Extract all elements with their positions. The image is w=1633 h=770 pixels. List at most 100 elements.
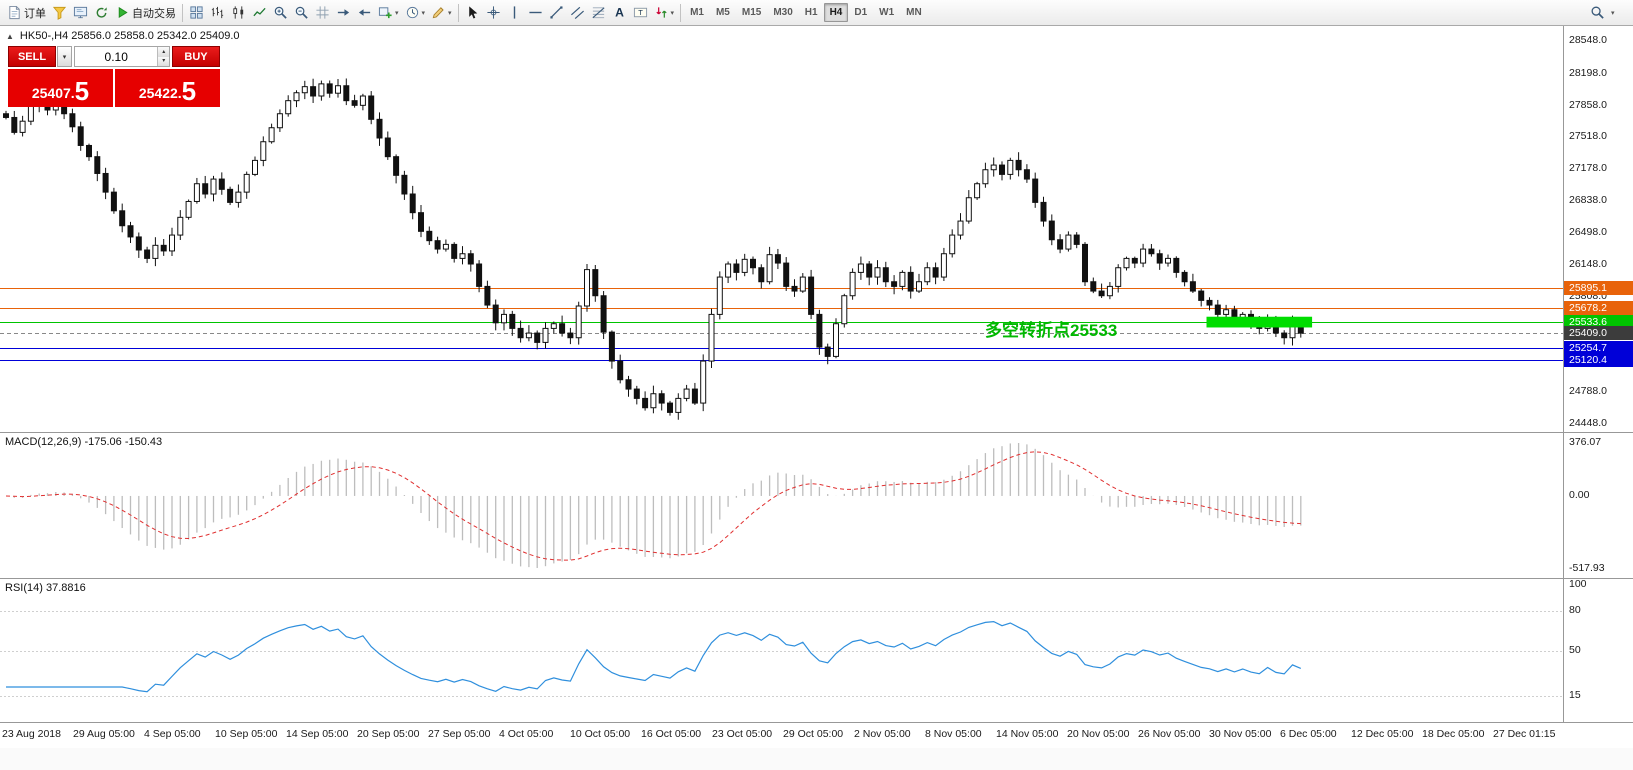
bottom-strip <box>0 748 1633 770</box>
collapse-trade-panel-button[interactable]: ▲ <box>6 31 14 41</box>
sell-button[interactable]: SELL <box>8 46 56 67</box>
chevron-down-icon: ▾ <box>421 9 426 17</box>
horizontal-line-button[interactable] <box>525 2 546 23</box>
periods-button[interactable]: ▾ <box>402 2 429 23</box>
indicators-button[interactable]: ▾ <box>375 2 402 23</box>
chart-shift-button[interactable] <box>354 2 375 23</box>
timeframe-h1-button[interactable]: H1 <box>799 3 824 22</box>
macd-signal-line <box>5 451 1301 561</box>
timeframe-h4-button[interactable]: H4 <box>823 3 849 22</box>
price-tick-label: 27178.0 <box>1569 162 1607 175</box>
time-label: 14 Nov 05:00 <box>996 728 1059 740</box>
crosshair-button[interactable] <box>483 2 504 23</box>
price-tick-label: 26498.0 <box>1569 225 1607 238</box>
timeframe-m15-button[interactable]: M15 <box>736 3 767 22</box>
text-label-button[interactable]: T <box>630 2 651 23</box>
text-button[interactable]: A <box>609 2 630 23</box>
sell-price-display[interactable]: 25407. 5 <box>8 69 113 107</box>
price-tick-label: 28198.0 <box>1569 66 1607 79</box>
resistance-line-2-tag: 25678.2 <box>1564 301 1633 316</box>
sell-price-main: 25407. <box>31 85 75 101</box>
price-tick-label: 27518.0 <box>1569 130 1607 143</box>
zoom-in-button[interactable] <box>270 2 291 23</box>
line-icon <box>252 5 267 20</box>
search-button[interactable] <box>1587 2 1608 23</box>
svg-text:A: A <box>615 6 624 20</box>
auto-scroll-button[interactable] <box>333 2 354 23</box>
templates-button[interactable]: ▾ <box>428 2 455 23</box>
buy-button[interactable]: BUY <box>172 46 220 67</box>
monitor-icon <box>73 5 88 20</box>
price-scale[interactable]: 28548.0 28198.0 27858.0 27518.0 27178.0 26838… <box>1563 26 1633 722</box>
pencil-icon <box>431 5 446 20</box>
sell-price-big-digit: 5 <box>74 76 90 106</box>
autotrading-button[interactable]: 自动交易 <box>112 2 179 23</box>
macd-chart-canvas[interactable] <box>0 433 1563 578</box>
volume-input[interactable] <box>75 47 158 66</box>
time-label: 29 Oct 05:00 <box>783 728 844 740</box>
support-line-2-tag: 25120.4 <box>1564 353 1633 368</box>
rsi-tick-label: 100 <box>1569 578 1587 590</box>
candles-series <box>3 78 1304 420</box>
time-axis[interactable]: 23 Aug 2018 29 Aug 05:00 4 Sep 05:00 10 Sep… <box>0 722 1633 748</box>
chart-annotation-text[interactable]: 多空转折点25533 <box>985 320 1117 340</box>
bar-chart-button[interactable] <box>207 2 228 23</box>
price-tick-label: 26148.0 <box>1569 258 1607 271</box>
cursor-button[interactable] <box>462 2 483 23</box>
volume-down-button[interactable]: ▾ <box>158 56 169 66</box>
grid-button[interactable] <box>312 2 333 23</box>
time-label: 23 Oct 05:00 <box>712 728 773 740</box>
timeframe-m30-button[interactable]: M30 <box>767 3 798 22</box>
refresh-icon <box>94 5 109 20</box>
highlight-zone[interactable] <box>1206 316 1313 328</box>
macd-tick-label: 376.07 <box>1569 436 1602 448</box>
time-label: 18 Dec 05:00 <box>1422 728 1485 740</box>
timeframe-mn-button[interactable]: MN <box>900 3 928 22</box>
rsi-chart-canvas[interactable] <box>0 579 1563 722</box>
price-tick-label: 26838.0 <box>1569 193 1607 206</box>
buy-price-display[interactable]: 25422. 5 <box>115 69 220 107</box>
toolbar-more-button[interactable]: ▾ <box>1608 2 1629 23</box>
toolbar-separator <box>680 3 682 22</box>
rsi-tick-label: 80 <box>1569 604 1581 617</box>
tile-windows-button[interactable] <box>186 2 207 23</box>
timeframe-m5-button[interactable]: M5 <box>710 3 736 22</box>
zoom-out-button[interactable] <box>291 2 312 23</box>
order-options-caret[interactable]: ▾ <box>57 46 72 67</box>
fibonacci-button[interactable] <box>588 2 609 23</box>
price-pane[interactable]: 多空转折点25533 ▲ HK50-,H4 25856.0 25858.0 25… <box>0 26 1563 432</box>
new-chart-button[interactable] <box>49 2 70 23</box>
timeframe-d1-button[interactable]: D1 <box>848 3 873 22</box>
equidistant-channel-button[interactable] <box>567 2 588 23</box>
vertical-line-button[interactable] <box>504 2 525 23</box>
price-chart-canvas[interactable]: 多空转折点25533 <box>0 26 1563 432</box>
profiles-button[interactable] <box>70 2 91 23</box>
rsi-tick-label: 15 <box>1569 689 1581 702</box>
candles-icon <box>231 5 246 20</box>
time-label: 23 Aug 2018 <box>2 728 61 740</box>
hline-icon <box>528 5 543 20</box>
chart-window: 多空转折点25533 ▲ HK50-,H4 25856.0 25858.0 25… <box>0 26 1633 770</box>
timeframe-w1-button[interactable]: W1 <box>873 3 900 22</box>
time-label: 27 Dec 01:15 <box>1493 728 1556 740</box>
timeframe-m1-button[interactable]: M1 <box>684 3 710 22</box>
trendline-button[interactable] <box>546 2 567 23</box>
new-order-button[interactable]: 订单 <box>4 2 49 23</box>
line-chart-button[interactable] <box>249 2 270 23</box>
chevron-down-icon: ▾ <box>670 9 675 17</box>
macd-pane[interactable]: MACD(12,26,9) -175.06 -150.43 <box>0 432 1563 578</box>
time-label: 8 Nov 05:00 <box>925 728 982 740</box>
rsi-pane[interactable]: RSI(14) 37.8816 <box>0 578 1563 722</box>
search-icon <box>1590 5 1605 20</box>
arrows-button[interactable]: ▾ <box>651 2 678 23</box>
time-label: 4 Sep 05:00 <box>144 728 201 740</box>
play-green-icon <box>115 5 130 20</box>
time-label: 10 Sep 05:00 <box>215 728 278 740</box>
candlestick-chart-button[interactable] <box>228 2 249 23</box>
time-label: 4 Oct 05:00 <box>499 728 554 740</box>
svg-text:T: T <box>638 8 643 17</box>
refresh-button[interactable] <box>91 2 112 23</box>
shift-left-icon <box>357 5 372 20</box>
chart-ohlc-header: HK50-,H4 25856.0 25858.0 25342.0 25409.0 <box>19 30 240 42</box>
volume-up-button[interactable]: ▴ <box>158 47 169 57</box>
